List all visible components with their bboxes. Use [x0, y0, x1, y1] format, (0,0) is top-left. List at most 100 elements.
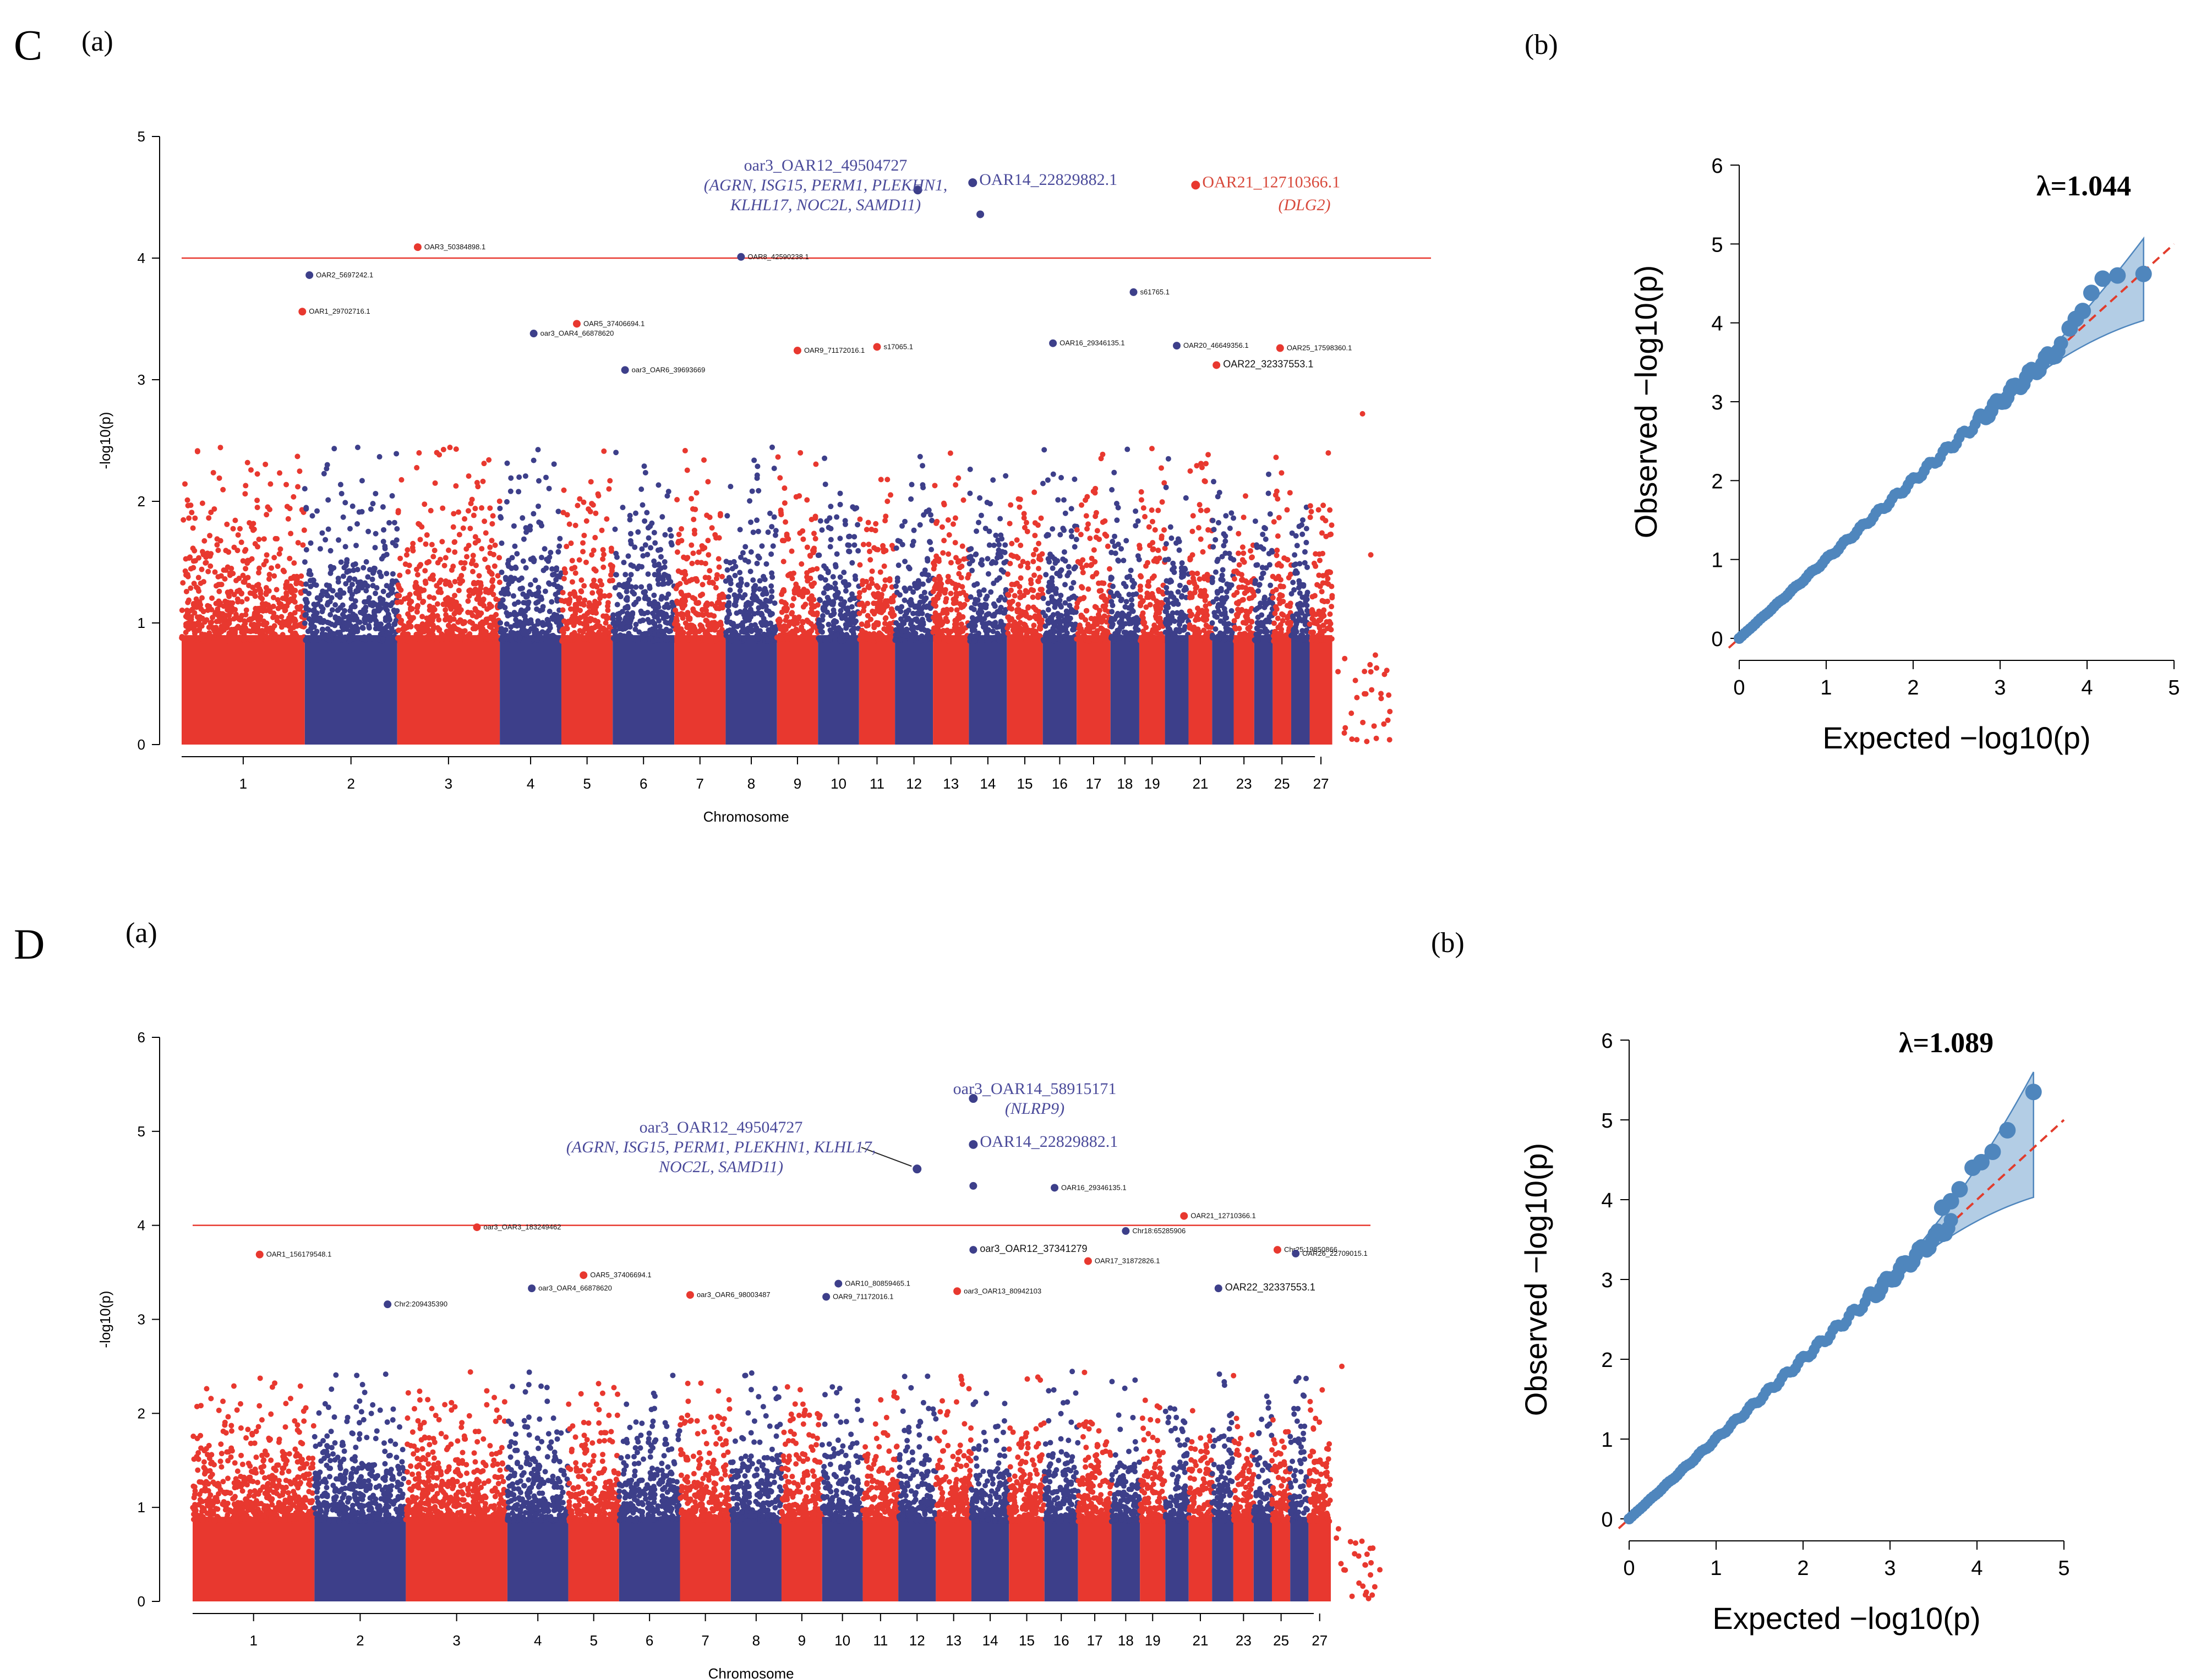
snp-point: [1112, 543, 1118, 549]
x-tick-label: 12: [906, 775, 922, 792]
snp-point: [744, 582, 750, 588]
snp-point: [516, 489, 522, 495]
snp-point: [1233, 600, 1239, 606]
snp-point: [1259, 612, 1265, 618]
snp-point: [401, 630, 407, 636]
snp-point: [398, 620, 404, 626]
snp-point: [623, 615, 629, 621]
snp-point: [318, 604, 324, 610]
snp-point: [729, 566, 735, 572]
snp-point: [850, 619, 856, 625]
snp-point: [1119, 622, 1126, 628]
snp-point: [467, 526, 473, 532]
snp-point: [405, 569, 411, 575]
snp-point: [218, 573, 224, 579]
snp-point: [1146, 632, 1152, 638]
snp-point: [976, 519, 982, 526]
snp-point: [638, 584, 645, 590]
x-tick-label: 17: [1086, 775, 1102, 792]
snp-point: [469, 558, 476, 564]
snp-point: [936, 556, 942, 562]
snp-point: [993, 532, 999, 538]
snp-point: [397, 555, 403, 561]
snp-point: [498, 620, 504, 626]
snp-point: [559, 638, 565, 644]
snp-point: [1221, 637, 1227, 643]
snp-point: [714, 572, 720, 578]
snp-point: [1222, 533, 1228, 539]
snp-point: [199, 595, 205, 601]
snp-point: [636, 596, 642, 602]
snp-point: [254, 497, 260, 504]
snp-point: [1241, 559, 1247, 565]
snp-point: [622, 572, 629, 578]
snp-point: [378, 573, 384, 579]
snp-point: [977, 592, 983, 598]
snp-point: [266, 571, 272, 577]
snp-point: [686, 578, 692, 584]
snp-point: [489, 538, 495, 544]
snp-point: [864, 636, 870, 642]
snp-point: [373, 531, 379, 537]
snp-point: [1155, 507, 1161, 513]
snp-point: [1221, 543, 1227, 549]
snp-point: [607, 478, 613, 484]
snp-point: [508, 624, 514, 630]
snp-point: [298, 573, 304, 579]
snp-point: [785, 536, 791, 542]
snp-point: [264, 512, 270, 518]
snp-point: [1170, 560, 1176, 566]
snp-point: [926, 539, 932, 545]
snp-point: [332, 615, 338, 621]
snp-point: [1205, 527, 1211, 533]
snp-point: [956, 611, 962, 617]
snp-point: [544, 617, 550, 623]
snp-point: [215, 606, 221, 612]
snp-point: [929, 546, 935, 553]
snp-point: [655, 601, 661, 607]
snp-point: [1240, 620, 1246, 626]
snp-point: [440, 601, 446, 608]
snp-point: [276, 551, 282, 557]
snp-point: [1057, 637, 1063, 643]
chromosome-points: [1074, 451, 1113, 745]
snp-point: [186, 597, 192, 603]
snp-point: [472, 606, 478, 612]
snp-point: [1061, 633, 1067, 639]
snp-point: [431, 595, 437, 601]
snp-point: [675, 538, 681, 544]
snp-point: [212, 569, 218, 575]
snp-point: [818, 575, 824, 581]
snp-point: [946, 532, 952, 538]
snp-point: [888, 492, 894, 498]
snp-point: [526, 629, 532, 635]
snp-point: [314, 508, 320, 514]
snp-point: [915, 610, 921, 616]
snp-point: [233, 611, 239, 617]
snp-point: [1249, 555, 1255, 561]
snp-point: [957, 565, 963, 571]
snp-point: [594, 622, 600, 628]
snp-point: [663, 637, 669, 643]
snp-point: [430, 627, 436, 633]
snp-point: [704, 512, 710, 518]
snp-point: [481, 461, 487, 467]
snp-point: [1257, 604, 1263, 610]
snp-point: [311, 601, 317, 608]
snp-point: [997, 638, 1003, 644]
snp-point: [953, 636, 959, 642]
snp-point: [349, 503, 356, 509]
x-tick-label: 3: [445, 775, 452, 792]
snp-point: [1214, 558, 1220, 564]
snp-point: [542, 621, 548, 627]
snp-point: [1200, 549, 1206, 555]
snp-point: [532, 577, 538, 583]
snp-point: [1221, 621, 1227, 627]
snp-point: [394, 526, 400, 532]
snp-point: [289, 614, 295, 620]
snp-point: [658, 554, 664, 560]
snp-point: [680, 598, 686, 604]
snp-point: [737, 570, 743, 576]
snp-point: [1244, 612, 1250, 618]
snp-point: [685, 610, 691, 616]
